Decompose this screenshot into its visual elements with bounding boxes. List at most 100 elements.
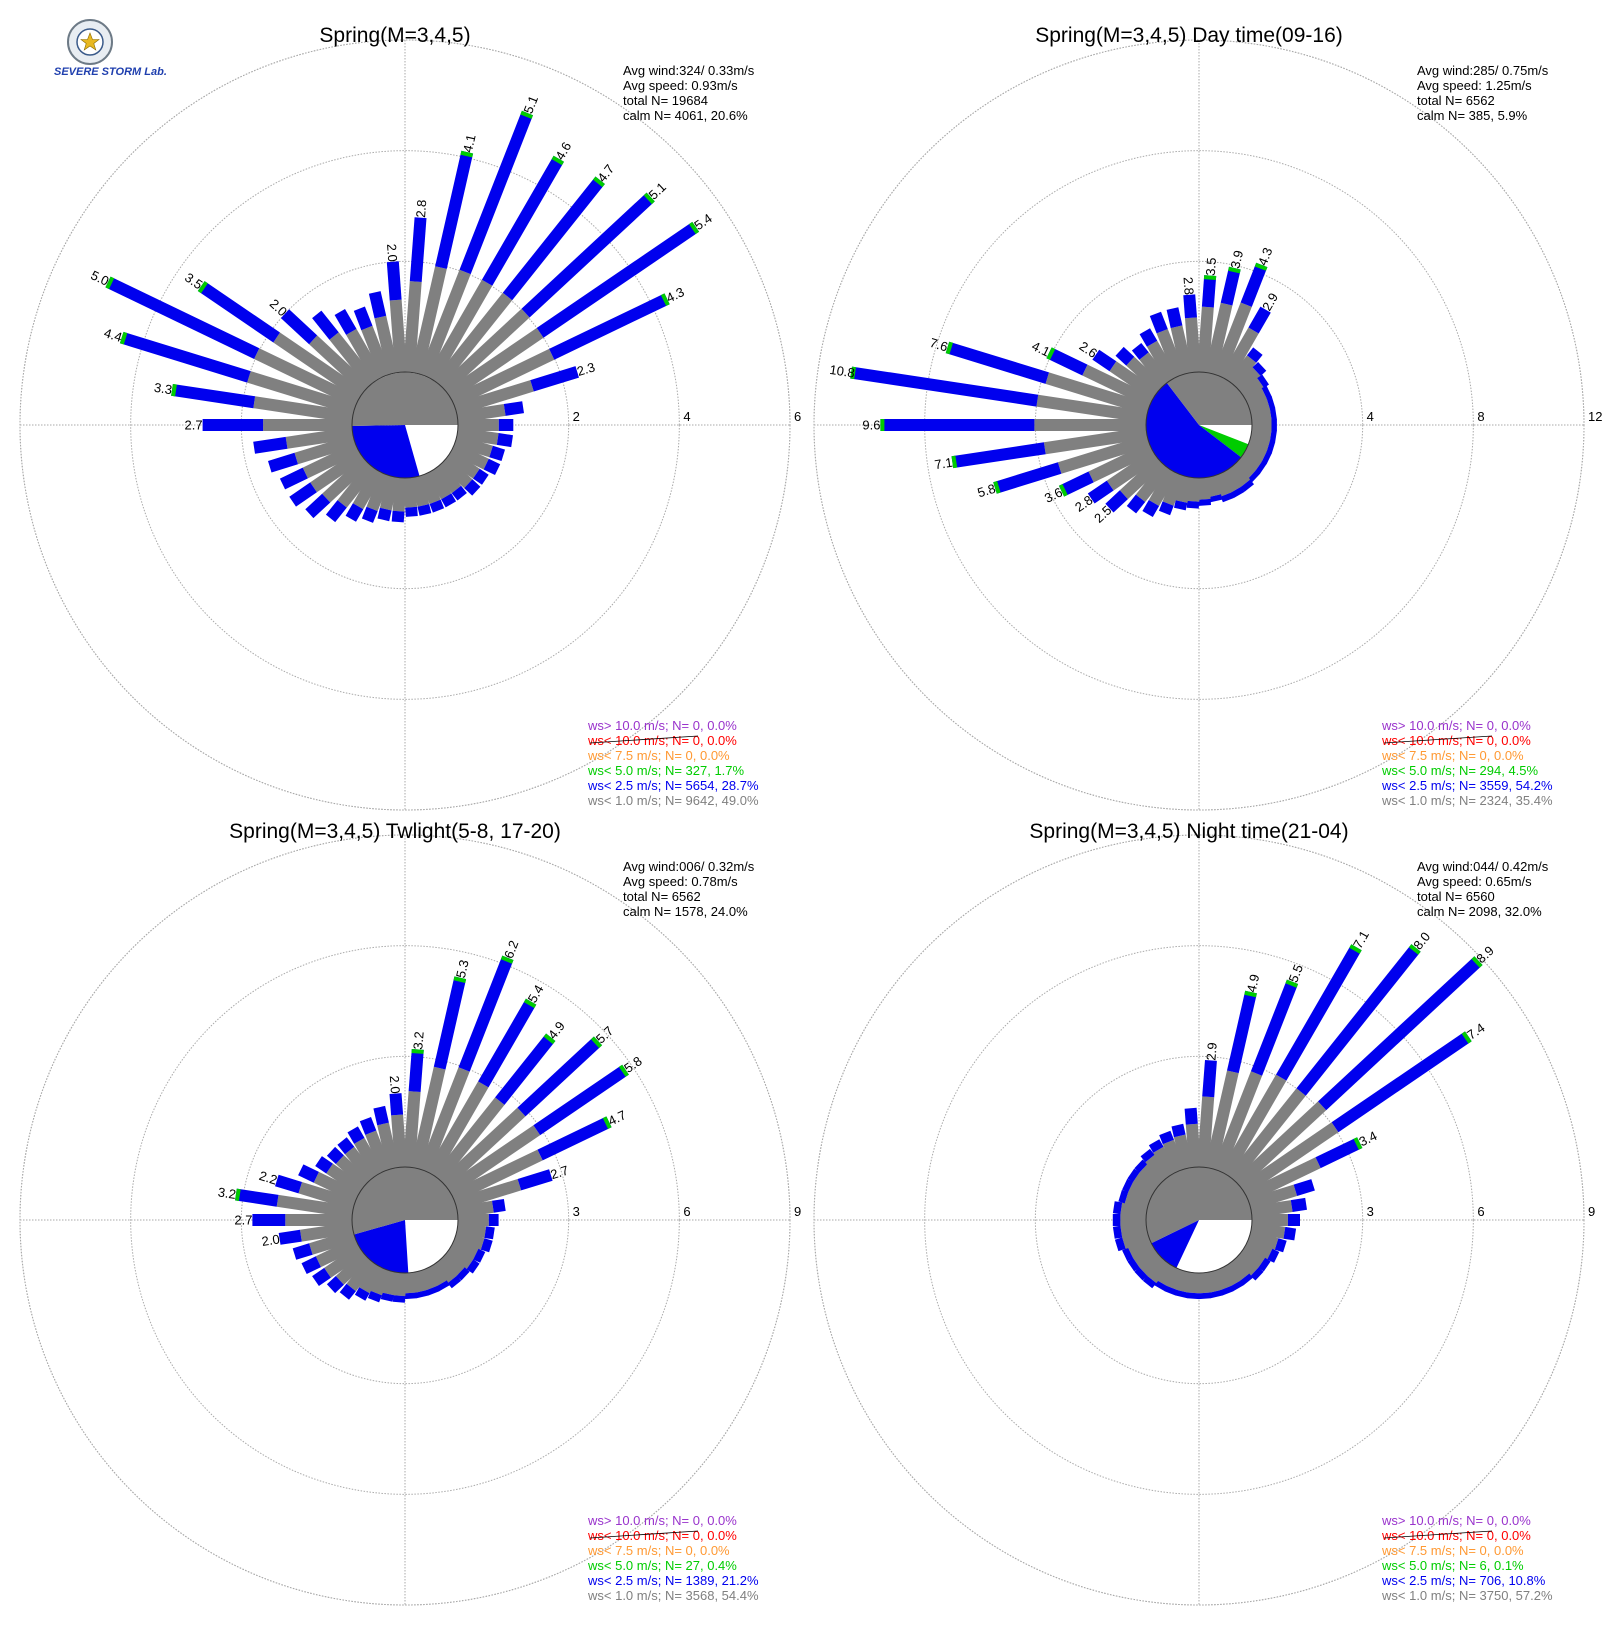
bar-segment-lt25 <box>537 1116 612 1161</box>
bar-segment-lt25 <box>1198 1292 1211 1300</box>
bar-segment-lt25 <box>278 1229 302 1245</box>
legend-entry-lt75: ws< 7.5 m/s; N= 0, 0.0% <box>1381 748 1524 763</box>
bar-segment-lt5 <box>1058 484 1068 497</box>
bar-segment-lt5 <box>951 455 958 469</box>
bar-segment-lt25 <box>1198 498 1211 506</box>
bar-segment-lt1 <box>1220 1262 1241 1287</box>
bar-segment-lt1 <box>1128 1181 1154 1203</box>
bar-segment-lt25 <box>492 1199 506 1213</box>
ring-label: 3 <box>1367 1204 1374 1219</box>
bar-segment-lt1 <box>1220 1074 1287 1178</box>
bar-segment-lt25 <box>1293 1179 1315 1196</box>
bar-segment-lt25 <box>1122 1247 1134 1262</box>
bar-segment-lt25 <box>1257 374 1269 388</box>
bar-segment-lt1 <box>426 467 452 500</box>
bar-segment-lt1 <box>1239 1122 1339 1196</box>
bar-value-label: 2.7 <box>185 418 203 433</box>
bar-segment-lt1 <box>445 449 480 479</box>
bar-value-label: 2.3 <box>575 359 597 379</box>
bar-segment-lt1 <box>439 308 530 394</box>
bar-segment-lt25 <box>368 291 387 319</box>
bar-segment-lt25 <box>426 1285 440 1296</box>
bar-segment-lt1 <box>377 1122 400 1170</box>
bar-segment-lt25 <box>1255 460 1267 474</box>
bar-segment-lt25 <box>1127 1257 1140 1272</box>
pie-slice-lt25 <box>352 425 420 479</box>
legend-entry-lt1: ws< 1.0 m/s; N= 3750, 57.2% <box>1381 1588 1553 1603</box>
legend-entry-lt25: ws< 2.5 m/s; N= 5654, 28.7% <box>587 778 759 793</box>
logo-text: SEVERE STORM Lab. <box>54 66 167 78</box>
bar-segment-lt5 <box>945 341 953 355</box>
bar-segment-lt25 <box>326 1146 344 1164</box>
bar-segment-lt25 <box>1105 490 1128 513</box>
bar-segment-lt25 <box>1184 1107 1198 1125</box>
pie-outline <box>351 1166 459 1274</box>
bar-segment-lt25 <box>1271 419 1277 431</box>
pie-slice-lt1 <box>1166 371 1252 425</box>
bar-segment-lt25 <box>339 1283 356 1300</box>
bar-segment-lt25 <box>1092 349 1117 372</box>
ring-label: 9 <box>1588 1204 1595 1219</box>
bar-segment-lt1 <box>1220 467 1242 493</box>
chart-title: Spring(M=3,4,5) Night time(21-04) <box>1029 820 1348 843</box>
bar-value-label: 3.3 <box>153 380 173 398</box>
stats-avg-wind: Avg wind:324/ 0.33m/s <box>623 63 755 78</box>
bar-segment-lt1 <box>313 1171 360 1203</box>
bar-segment-lt25 <box>473 468 489 485</box>
bar-segment-lt25 <box>392 1295 406 1303</box>
bar-segment-lt1 <box>1124 1191 1151 1211</box>
stats-avg-speed: Avg speed: 1.25m/s <box>1417 78 1532 93</box>
bar-segment-lt5 <box>171 384 177 397</box>
bar-segment-lt5 <box>593 176 605 188</box>
bar-segment-lt1 <box>1185 1123 1201 1168</box>
bar-segment-lt5 <box>591 1036 603 1049</box>
bar-segment-lt25 <box>292 1243 313 1260</box>
bar-segment-lt25 <box>441 493 457 508</box>
bar-segment-lt25 <box>435 150 474 269</box>
bar-segment-lt1 <box>1212 1071 1263 1173</box>
bar-segment-lt1 <box>1153 1146 1178 1178</box>
bar-segment-lt1 <box>1212 1267 1232 1291</box>
bar-segment-lt25 <box>850 366 1039 407</box>
legend-strike <box>1383 1530 1493 1539</box>
bar-segment-lt5 <box>119 331 128 345</box>
bar-segment-lt1 <box>453 1179 522 1211</box>
bar-segment-lt25 <box>536 221 700 338</box>
bar-segment-lt1 <box>1139 1164 1165 1189</box>
bar-segment-lt5 <box>105 276 115 290</box>
stats-total: total N= 6562 <box>1417 93 1495 108</box>
bar-segment-lt1 <box>273 332 365 401</box>
bar-segment-lt25 <box>408 1049 424 1092</box>
bar-segment-lt25 <box>1296 944 1421 1096</box>
bar-segment-lt25 <box>298 1164 319 1183</box>
bar-value-label: 2.0 <box>384 243 400 262</box>
bar-segment-lt1 <box>439 1251 465 1276</box>
bar-segment-lt25 <box>105 276 260 359</box>
bar-value-label: 3.9 <box>1227 249 1246 270</box>
bar-segment-lt25 <box>359 1117 377 1135</box>
bar-segment-lt1 <box>426 1081 489 1178</box>
bar-segment-lt1 <box>1036 394 1148 423</box>
bar-segment-lt1 <box>439 1107 526 1189</box>
bar-segment-lt1 <box>1170 325 1194 375</box>
bar-segment-lt1 <box>1252 1214 1288 1226</box>
bar-segment-lt1 <box>1185 317 1201 373</box>
bar-segment-lt5 <box>197 281 208 294</box>
bar-segment-lt1 <box>1122 1229 1151 1249</box>
bar-segment-lt25 <box>1290 1197 1307 1212</box>
chart-title: Spring(M=3,4,5) Day time(09-16) <box>1035 24 1343 47</box>
bar-segment-lt25 <box>880 419 1035 431</box>
bar-segment-lt25 <box>1220 492 1235 503</box>
bar-segment-lt1 <box>1109 361 1159 401</box>
bar-segment-lt1 <box>1247 1229 1279 1250</box>
bar-segment-lt1 <box>1147 1257 1171 1284</box>
bar-segment-lt25 <box>1248 306 1271 334</box>
bar-value-label: 7.1 <box>933 455 953 473</box>
bar-value-label: 2.0 <box>261 1231 281 1249</box>
bar-segment-lt1 <box>276 1194 354 1218</box>
bar-segment-lt25 <box>235 1188 279 1207</box>
bar-segment-lt25 <box>1239 1273 1253 1286</box>
bar-segment-lt25 <box>533 1064 629 1136</box>
